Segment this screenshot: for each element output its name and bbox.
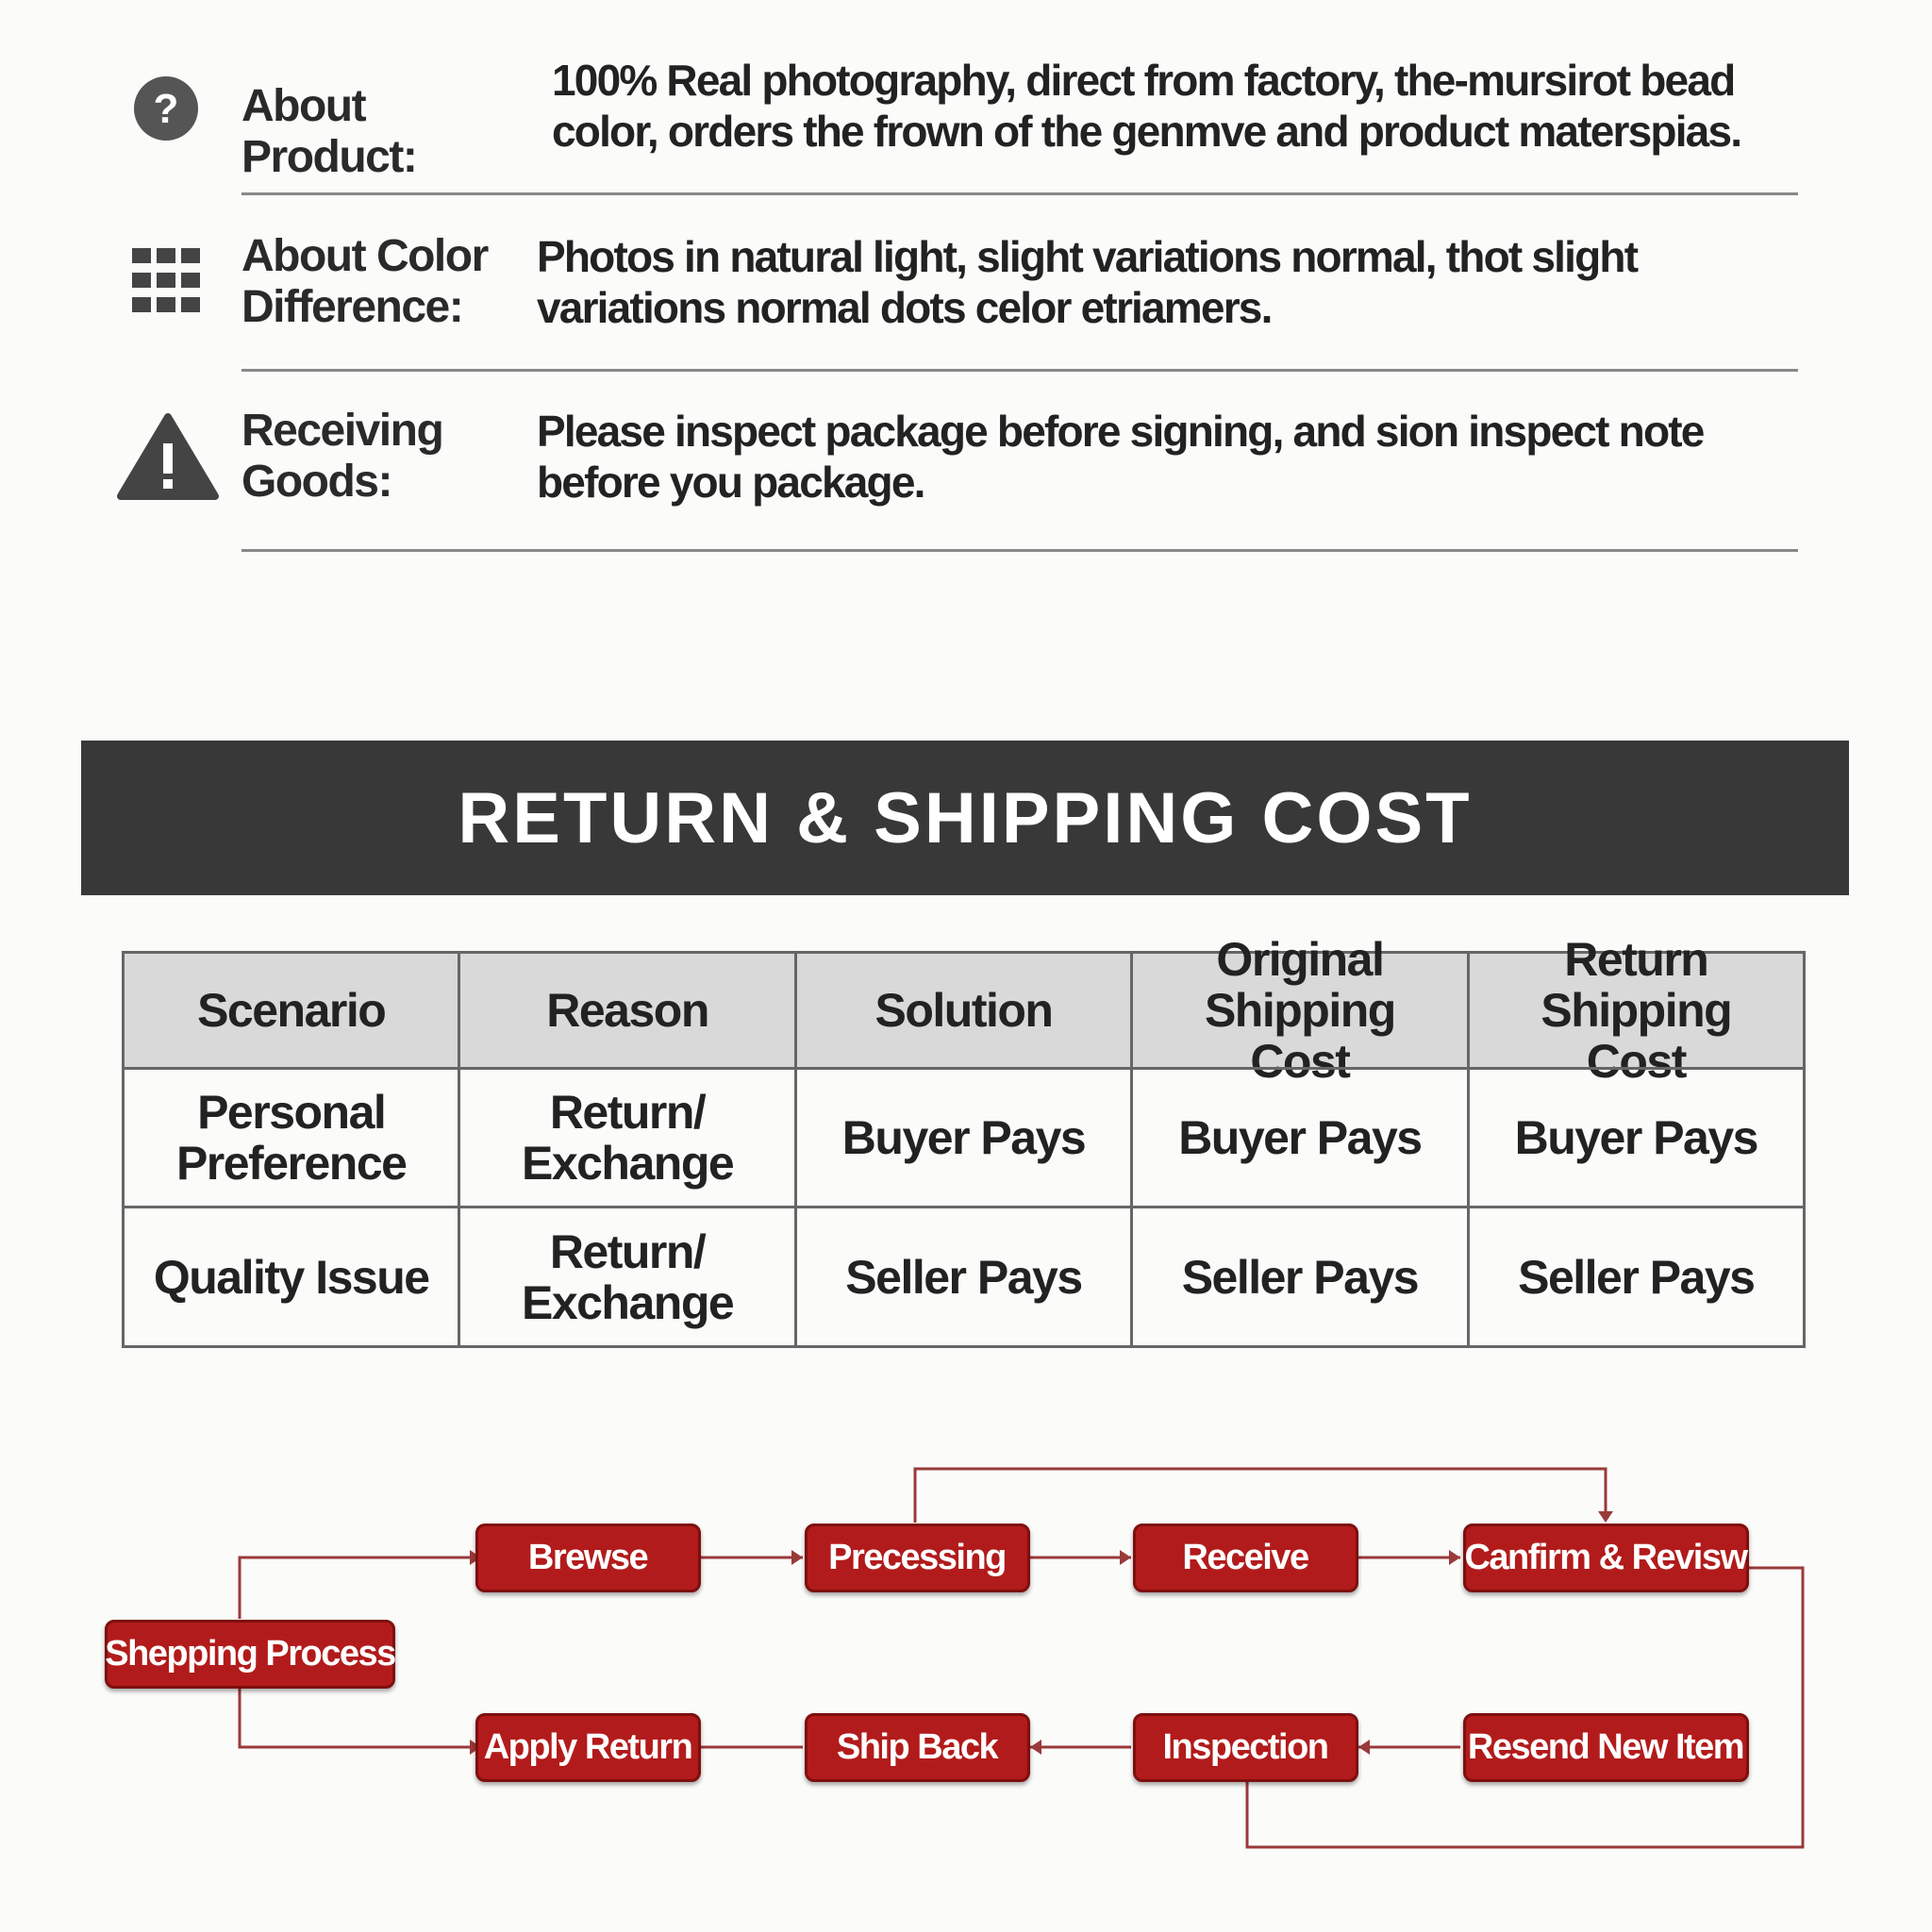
table-cell: Seller Pays [1130,1206,1470,1348]
table-cell: Quality Issue [122,1206,461,1348]
flow-start: Shepping Process [105,1620,396,1689]
info-text: Photos in natural light, slight variatio… [537,232,1639,332]
table-header: Original Shipping Cost [1130,934,1470,1087]
table-header: Scenario [122,951,461,1070]
grid-icon [132,248,200,312]
banner-title: RETURN & SHIPPING COST [458,777,1473,858]
table-cell: Return/ Exchange [458,1206,797,1348]
flow-step: Canfirm & Revisw [1462,1524,1749,1592]
table-cell: Buyer Pays [1130,1067,1470,1208]
warning-mark [163,443,173,474]
table-cell: Seller Pays [1466,1206,1806,1348]
flow-step: Apply Return [475,1713,701,1782]
info-text: 100% Real photography, direct from facto… [552,56,1742,156]
flow-step: Resend New Item [1462,1713,1749,1782]
info-label: About Color Difference: [242,231,489,332]
divider [242,549,1798,552]
question-mark: ? [154,86,179,132]
flow-step: Brewse [475,1524,701,1592]
table-header: Solution [793,951,1134,1070]
table-cell: Personal Preference [122,1067,461,1208]
table-header: Reason [458,951,797,1070]
warning-dot [163,479,173,489]
question-icon [134,76,198,141]
table-cell: Buyer Pays [1466,1067,1806,1208]
table-header: Return Shipping Cost [1466,934,1806,1087]
flow-step: Inspection [1132,1713,1358,1782]
table-cell: Seller Pays [793,1206,1134,1348]
flow-step: Receive [1132,1524,1358,1592]
info-text: Please inspect package before signing, a… [537,407,1705,507]
info-label: About Product: [242,81,418,182]
info-label: Receiving Goods: [242,406,444,507]
flow-step: Ship Back [804,1713,1030,1782]
banner: RETURN & SHIPPING COST [81,741,1849,895]
table-cell: Buyer Pays [793,1067,1134,1208]
table-cell: Return/ Exchange [458,1067,797,1208]
flow-step: Precessing [804,1524,1030,1592]
divider [242,192,1798,195]
divider [242,369,1798,372]
flow-connectors [238,1467,1805,1849]
